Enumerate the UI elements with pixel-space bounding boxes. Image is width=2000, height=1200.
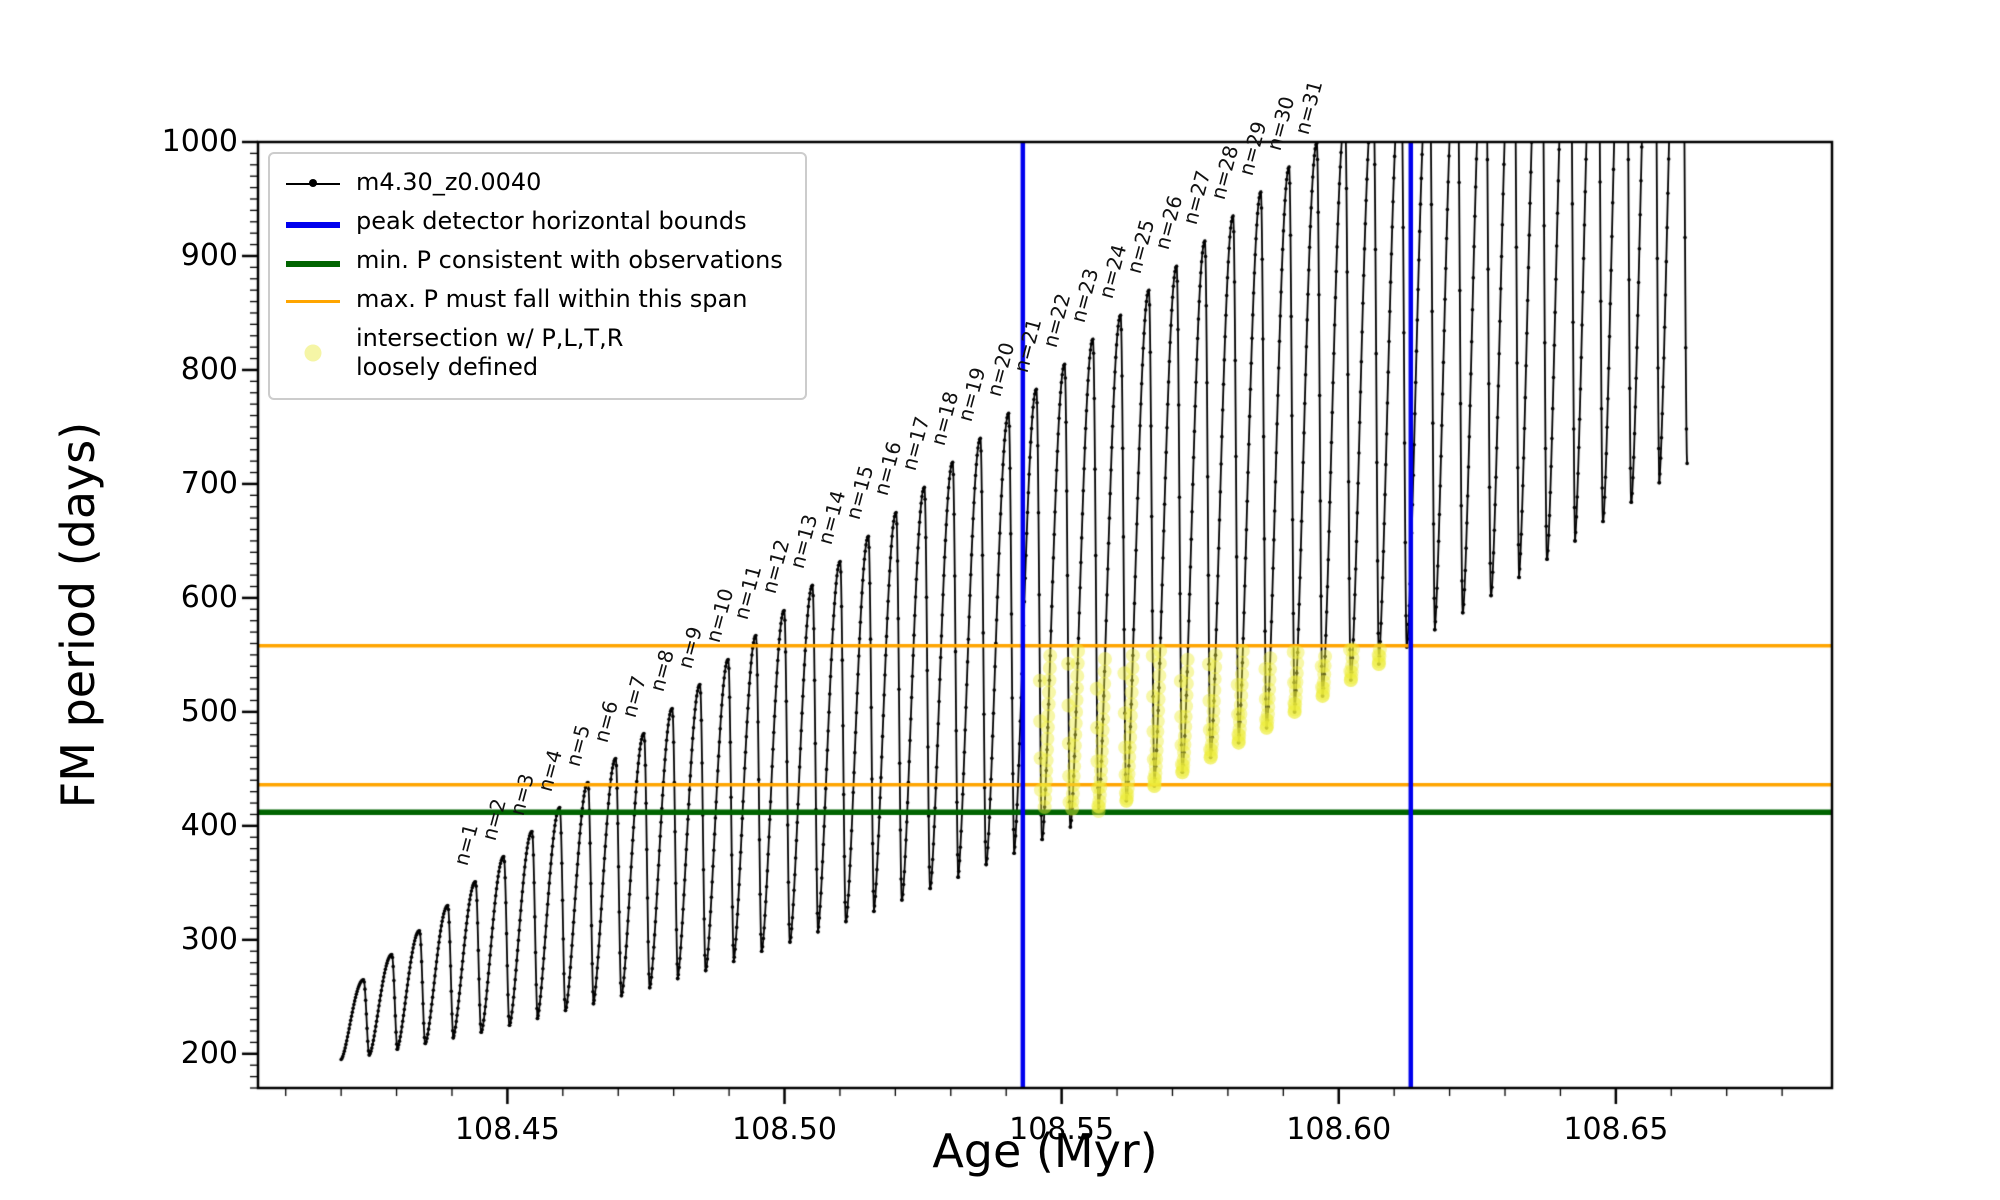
legend-max-p-label: max. P must fall within this span [356,285,748,313]
legend-entry-min-p: min. P consistent with observations [286,246,783,275]
legend-min-p-label: min. P consistent with observations [356,246,783,274]
y-axis-label: FM period (days) [51,421,105,809]
legend-entry-peak-bounds: peak detector horizontal bounds [286,207,783,236]
legend-series-dot [309,178,317,187]
legend-green-line [286,260,340,267]
blue-line-icon [286,209,340,235]
legend-entry-intersection: intersection w/ P,L,T,R loosely defined [286,324,783,382]
line-with-marker-icon [286,170,340,196]
green-line-icon [286,248,340,274]
legend-yellow-dot [304,344,322,362]
legend-orange-line [286,299,340,303]
legend-entry-series: m4.30_z0.0040 [286,168,783,197]
legend-peak-bounds-label: peak detector horizontal bounds [356,207,747,235]
orange-line-icon [286,287,340,313]
legend-intersection-label: intersection w/ P,L,T,R loosely defined [356,324,624,381]
legend-entry-max-p: max. P must fall within this span [286,285,783,314]
legend-series-label: m4.30_z0.0040 [356,168,542,196]
legend: m4.30_z0.0040 peak detector horizontal b… [268,152,807,400]
yellow-dot-icon [286,340,340,366]
legend-blue-line [286,221,340,228]
x-axis-label: Age (Myr) [932,1124,1158,1178]
